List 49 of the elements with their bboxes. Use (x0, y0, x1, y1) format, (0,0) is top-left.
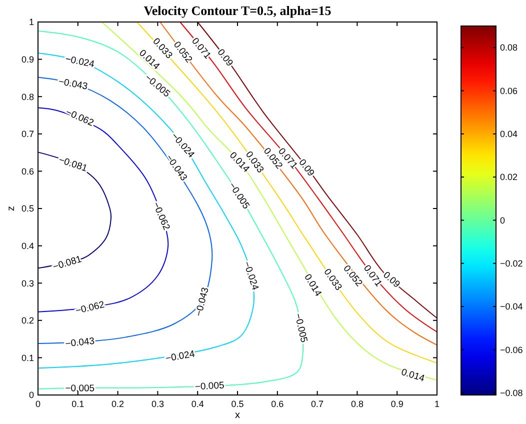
color-bar-label: 0.04 (500, 129, 518, 140)
annotation: 0.09 (380, 270, 402, 290)
y-tick-label: 0 (28, 390, 34, 400)
annotation: −0.062 (150, 200, 172, 232)
color-bar-label: −0.06 (500, 344, 523, 355)
x-tick-label: 0.1 (72, 399, 84, 409)
x-tick-label: 0.6 (271, 399, 284, 409)
annotation: −0.062 (64, 106, 96, 129)
annotation: −0.024 (164, 348, 196, 365)
color-bar-label: −0.08 (500, 388, 523, 398)
annotation: −0.043 (193, 286, 212, 318)
annotation: −0.024 (240, 260, 261, 292)
y-tick-label: 0.7 (21, 129, 34, 140)
y-tick-label: 0.2 (21, 316, 34, 326)
y-tick-label: 0.9 (21, 54, 34, 64)
annotation: 0.014 (400, 366, 426, 384)
annotation: −0.081 (52, 254, 83, 273)
annotation: −0.043 (58, 76, 88, 92)
x-tick-label: 0.9 (390, 399, 404, 409)
x-tick-label: 0 (35, 399, 41, 409)
x-tick-label: 0.5 (231, 399, 244, 409)
color-bar-label: 0 (500, 215, 506, 226)
annotation: −0.043 (64, 336, 96, 350)
color-bar-label: −0.04 (500, 302, 523, 312)
y-axis-title: z (6, 206, 17, 211)
x-tick-label: 0.3 (151, 399, 164, 409)
x-axis-title: x (235, 410, 240, 421)
annotation: −0.024 (64, 54, 96, 70)
annotation: −0.005 (292, 312, 310, 344)
annotation: −0.005 (194, 380, 225, 393)
y-tick-label: 0.3 (21, 278, 34, 288)
y-tick-label: 0.6 (21, 166, 34, 176)
x-tick-label: 0.2 (112, 399, 124, 409)
annotation: −0.062 (74, 299, 106, 317)
x-tick-label: 0.4 (191, 399, 204, 409)
chart-title: Velocity Contour T=0.5, alpha=15 (144, 3, 332, 18)
y-tick-label: 0.4 (21, 240, 34, 251)
y-tick-label: 0.8 (21, 92, 34, 102)
x-tick-label: 0.7 (311, 399, 324, 409)
y-tick-label: 1 (28, 17, 34, 28)
color-bar-label: 0.08 (500, 42, 518, 53)
y-tick-label: 0.5 (21, 204, 34, 214)
x-tick-label: 1 (434, 399, 440, 409)
x-tick-label: 0.8 (350, 399, 364, 409)
y-tick-label: 0.1 (21, 352, 34, 363)
color-bar-label: 0.06 (500, 86, 518, 96)
color-bar-label: −0.02 (500, 258, 523, 269)
color-bar-label: 0.02 (500, 172, 518, 182)
annotation: −0.081 (57, 154, 89, 174)
